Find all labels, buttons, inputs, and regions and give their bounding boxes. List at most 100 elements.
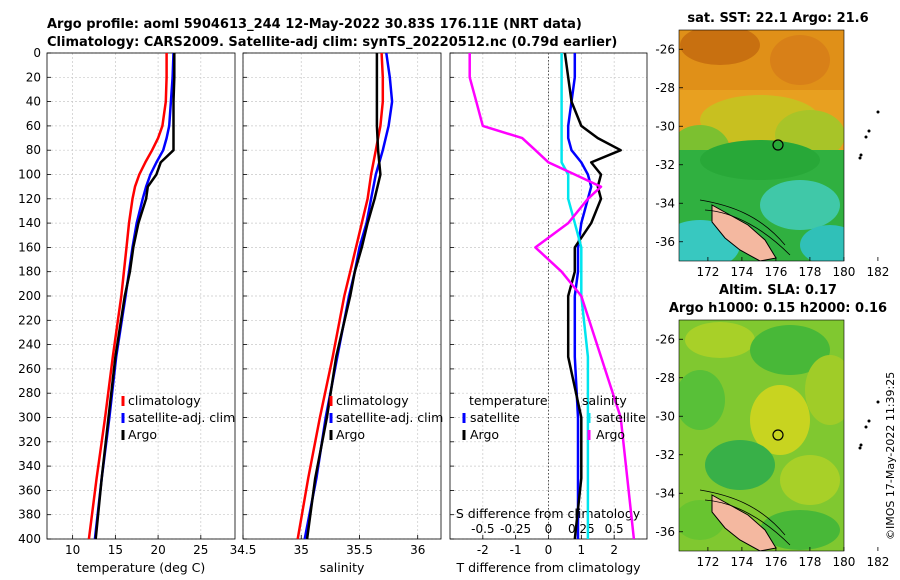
x-tick-label: -1: [510, 543, 522, 557]
legend-argo-label: Argo: [128, 427, 157, 442]
x-tick-label: 36: [410, 543, 425, 557]
map-x-tick-label: 172: [696, 265, 719, 279]
map-x-tick-label: 182: [866, 265, 889, 279]
sst-map-field: [679, 30, 844, 261]
temperature-panel: 0 20 40 60 80 100 120 140 160 180 200 220 240 260 280 3…: [18, 46, 236, 575]
salinity-panel: 34.5 35 35.5 36 salinity: [230, 52, 442, 575]
sla-map-subtitle: Argo h1000: 0.15 h2000: 0.16: [669, 301, 887, 316]
depth-tick-label: 260: [18, 362, 41, 376]
x-axis-label: temperature (deg C): [77, 560, 206, 575]
depth-tick-label: 320: [18, 435, 41, 449]
map-x-tick-label: 178: [798, 555, 821, 569]
x-tick-label: 35.5: [346, 543, 373, 557]
map-y-tick-label: -34: [655, 196, 675, 210]
legend-t-argo-label: Argo: [470, 427, 499, 442]
depth-tick-label: 240: [18, 338, 41, 352]
map-y-tick-label: -28: [655, 81, 675, 95]
map-y-tick-label: -32: [655, 448, 675, 462]
map-x-tick-label: 182: [866, 555, 889, 569]
sla-float-marker: [772, 429, 784, 441]
x-tick-label: 2: [610, 543, 618, 557]
map-y-tick-label: -34: [655, 486, 675, 500]
map-y-tick-label: -32: [655, 158, 675, 172]
legend-satellite-label: satellite-adj. clim: [128, 410, 235, 425]
sst-float-marker: [772, 139, 784, 151]
map-y-tick-label: -26: [655, 332, 675, 346]
difference-panel: -2 -1 0 1 2 T difference from climatology S di…: [449, 52, 648, 575]
sla-map-title: Altim. SLA: 0.17: [719, 283, 837, 298]
depth-tick-label: 20: [26, 70, 41, 84]
series-line-temperature-satellite: [566, 53, 593, 539]
sla-map: Altim. SLA: 0.17 Argo h1000: 0.15 h2000:…: [655, 283, 889, 569]
sla-map-field: [679, 320, 844, 551]
series-line-argo: [94, 53, 176, 540]
x-tick-label: 25: [193, 543, 208, 557]
series-line-salinity-satellite: [560, 53, 590, 539]
series-line-climatology: [296, 52, 385, 540]
depth-tick-label: 120: [18, 192, 41, 206]
legend-satellite-label: satellite-adj. clim: [336, 410, 443, 425]
depth-tick-label: 360: [18, 483, 41, 497]
depth-tick-label: 80: [26, 143, 41, 157]
s-tick-label: 0: [545, 522, 553, 536]
figure-title-line2: Climatology: CARS2009. Satellite-adj cli…: [47, 35, 617, 50]
x-tick-label: 20: [150, 543, 165, 557]
sst-map-title: sat. SST: 22.1 Argo: 21.6: [687, 11, 868, 26]
x-tick-label: 0: [545, 543, 553, 557]
map-y-tick-label: -36: [655, 525, 675, 539]
salinity-legend: climatology satellite-adj. clim Argo: [329, 393, 443, 442]
series-line-temperature-argo: [563, 52, 622, 540]
depth-tick-label: 280: [18, 386, 41, 400]
depth-tick-label: 180: [18, 265, 41, 279]
map-y-tick-label: -36: [655, 235, 675, 249]
series-line-climatology: [87, 53, 168, 540]
map-x-tick-label: 174: [730, 265, 753, 279]
map-x-tick-label: 176: [764, 555, 787, 569]
map-x-tick-label: 180: [832, 555, 855, 569]
difference-legend: temperature salinity satellite Argo sate…: [462, 393, 646, 442]
s-tick-label: -0.25: [500, 522, 531, 536]
x-tick-label: 10: [65, 543, 80, 557]
legend-climatology-label: climatology: [128, 393, 201, 408]
legend-s-argo-label: Argo: [596, 427, 625, 442]
s-tick-label: 0.25: [568, 522, 595, 536]
depth-tick-label: 140: [18, 216, 41, 230]
series-line-salinity-argo: [468, 53, 636, 540]
s-tick-label: 0.5: [605, 522, 624, 536]
depth-tick-label: 220: [18, 313, 41, 327]
depth-tick-label: 300: [18, 411, 41, 425]
depth-tick-label: 380: [18, 508, 41, 522]
temperature-legend: climatology satellite-adj. clim Argo: [121, 393, 235, 442]
map-y-tick-label: -30: [655, 409, 675, 423]
legend-argo-label: Argo: [336, 427, 365, 442]
depth-tick-label: 0: [33, 46, 41, 60]
x-tick-label: 35: [294, 543, 309, 557]
x-tick-label: 1: [578, 543, 586, 557]
x-tick-label: -2: [477, 543, 489, 557]
legend-climatology-label: climatology: [336, 393, 409, 408]
depth-tick-label: 40: [26, 95, 41, 109]
x-tick-label: 15: [108, 543, 123, 557]
s-tick-label: -0.5: [471, 522, 494, 536]
depth-tick-label: 160: [18, 240, 41, 254]
map-x-tick-label: 178: [798, 265, 821, 279]
map-y-tick-label: -28: [655, 371, 675, 385]
legend-temperature-header: temperature: [469, 393, 548, 408]
figure-title-line1: Argo profile: aoml 5904613_244 12-May-20…: [47, 17, 582, 32]
legend-t-satellite-label: satellite: [470, 410, 520, 425]
map-x-tick-label: 172: [696, 555, 719, 569]
map-x-tick-label: 176: [764, 265, 787, 279]
depth-tick-label: 200: [18, 289, 41, 303]
x-axis-label: T difference from climatology: [455, 560, 641, 575]
x-axis-label: salinity: [320, 560, 365, 575]
depth-tick-label: 100: [18, 168, 41, 182]
depth-tick-label: 60: [26, 119, 41, 133]
x-tick-label: 34.5: [230, 543, 257, 557]
s-axis-label: S difference from climatology: [456, 506, 641, 521]
depth-tick-label: 340: [18, 459, 41, 473]
legend-salinity-header: salinity: [582, 393, 627, 408]
map-y-tick-label: -30: [655, 119, 675, 133]
timestamp: ©IMOS 17-May-2022 11:39:25: [884, 372, 897, 540]
map-x-tick-label: 174: [730, 555, 753, 569]
